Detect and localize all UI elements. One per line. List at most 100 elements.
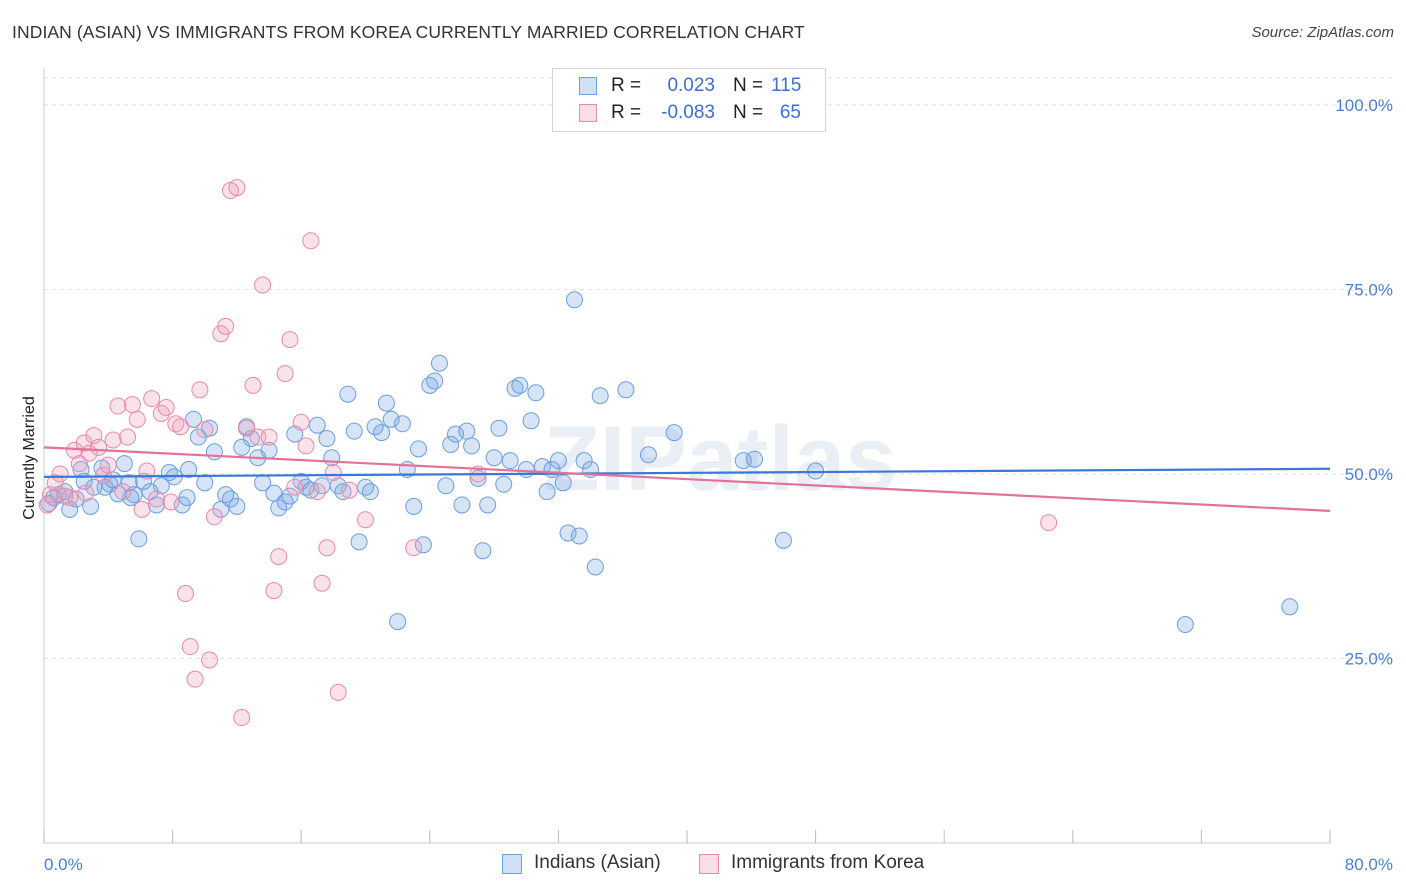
legend-n-value: 65: [779, 102, 801, 123]
x-tick-label-max: 80.0%: [1345, 855, 1393, 874]
data-point: [522, 412, 540, 430]
data-point: [51, 465, 69, 483]
data-point: [228, 497, 246, 515]
data-point: [361, 483, 379, 501]
data-point: [82, 497, 100, 515]
data-point: [67, 490, 85, 508]
data-point: [61, 489, 79, 507]
data-point: [61, 500, 79, 518]
legend-n-label: N =: [733, 75, 764, 96]
data-point: [527, 384, 545, 402]
data-point: [324, 463, 342, 481]
data-point: [196, 421, 214, 439]
data-point: [340, 481, 358, 499]
data-point: [292, 413, 310, 431]
data-point: [382, 410, 400, 428]
data-point: [308, 416, 326, 434]
data-point: [115, 455, 133, 473]
data-point: [138, 462, 156, 480]
data-point: [430, 354, 448, 372]
grid-lines: [44, 77, 1395, 659]
legend-r-label: R =: [611, 75, 642, 96]
data-point: [281, 331, 299, 349]
data-point: [437, 477, 455, 495]
y-axis-label: Currently Married: [21, 396, 38, 520]
data-point: [665, 424, 683, 442]
data-point: [393, 415, 411, 433]
stats-legend: R = 0.023 N = 115 R = -0.083 N = 65: [552, 68, 826, 132]
data-point: [414, 536, 432, 554]
data-point: [591, 387, 609, 405]
legend-row-indians: R = 0.023 N = 115: [553, 74, 825, 100]
data-point: [205, 508, 223, 526]
data-point: [617, 381, 635, 399]
data-point: [549, 452, 567, 470]
data-point: [254, 276, 272, 294]
data-point: [46, 474, 64, 492]
data-point: [196, 474, 214, 492]
data-point: [479, 496, 497, 514]
data-point: [176, 585, 194, 603]
data-point: [458, 422, 476, 440]
data-point: [184, 410, 202, 428]
data-point: [746, 450, 764, 468]
data-point: [554, 474, 572, 492]
data-point: [244, 376, 262, 394]
legend-n-value: 115: [771, 75, 802, 96]
data-point: [148, 490, 166, 508]
data-point: [233, 709, 251, 727]
data-point: [205, 443, 223, 461]
data-point: [350, 533, 368, 551]
source-label: Source: ZipAtlas.com: [1251, 24, 1394, 41]
data-point: [511, 376, 529, 394]
data-point: [242, 430, 260, 448]
data-point: [410, 440, 428, 458]
data-point: [191, 381, 209, 399]
trend-line-korea: [43, 446, 1331, 512]
watermark: ZIPatlas: [544, 408, 897, 510]
x-ticks: [43, 830, 1331, 843]
data-point: [405, 539, 423, 557]
data-point: [114, 483, 132, 501]
data-point: [538, 483, 556, 501]
y-tick-labels: 25.0% 50.0% 75.0% 100.0%: [1335, 96, 1393, 669]
data-point: [99, 456, 117, 474]
data-point: [152, 477, 170, 495]
data-point: [490, 419, 508, 437]
data-point: [426, 372, 444, 390]
data-point: [297, 437, 315, 455]
data-point: [270, 499, 288, 517]
data-point: [1040, 514, 1058, 532]
data-point: [260, 428, 278, 446]
data-point: [130, 530, 148, 548]
data-point: [238, 419, 256, 437]
legend-swatch-pink: [579, 104, 597, 122]
data-point: [162, 493, 180, 511]
data-point: [586, 558, 604, 576]
data-point: [133, 500, 151, 518]
data-point: [453, 496, 471, 514]
data-point: [334, 483, 352, 501]
legend-r-value: 0.023: [667, 75, 715, 96]
data-point: [77, 484, 95, 502]
data-point: [228, 179, 246, 197]
y-tick-label: 25.0%: [1345, 649, 1393, 668]
data-point: [559, 524, 577, 542]
trend-line-indians: [43, 467, 1331, 479]
data-point: [143, 390, 161, 408]
data-point: [186, 670, 204, 688]
legend-label-indians: Indians (Asian): [534, 852, 661, 873]
data-point: [389, 613, 407, 631]
data-point: [178, 489, 196, 507]
data-point: [38, 496, 56, 514]
x-tick-label-min: 0.0%: [44, 855, 83, 874]
legend-label-korea: Immigrants from Korea: [731, 852, 925, 873]
data-point: [575, 452, 593, 470]
data-point: [474, 542, 492, 560]
data-point: [1176, 616, 1194, 634]
data-point: [302, 232, 320, 250]
data-point: [442, 435, 460, 453]
data-point: [201, 651, 219, 669]
series-indians-asian-points: [40, 291, 1299, 634]
